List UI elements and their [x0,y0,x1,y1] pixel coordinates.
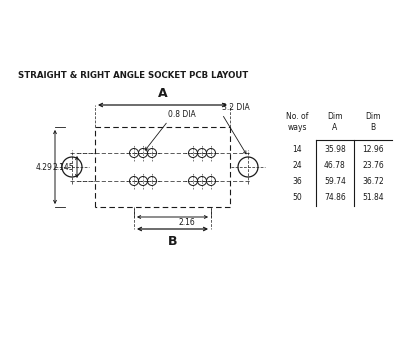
Text: Dim
A: Dim A [327,112,343,132]
Text: 12.96: 12.96 [362,145,384,154]
Text: 35.98: 35.98 [324,145,346,154]
Text: STRAIGHT & RIGHT ANGLE SOCKET PCB LAYOUT: STRAIGHT & RIGHT ANGLE SOCKET PCB LAYOUT [18,71,248,80]
Text: 59.74: 59.74 [324,176,346,185]
Text: B: B [168,235,177,248]
Text: 23.76: 23.76 [362,160,384,170]
Text: 4.29: 4.29 [35,162,52,171]
Text: 2.145: 2.145 [52,162,74,171]
Text: 46.78: 46.78 [324,160,346,170]
Text: 36.72: 36.72 [362,176,384,185]
Text: 50: 50 [292,193,302,201]
Text: 0.8 DIA: 0.8 DIA [168,110,196,119]
Text: 51.84: 51.84 [362,193,384,201]
Text: 14: 14 [292,145,302,154]
Text: 2.16: 2.16 [178,218,195,227]
Text: No. of
ways: No. of ways [286,112,308,132]
Text: 24: 24 [292,160,302,170]
Text: 3.2 DIA: 3.2 DIA [222,103,250,112]
Text: 74.86: 74.86 [324,193,346,201]
Text: 36: 36 [292,176,302,185]
Text: Dim
B: Dim B [365,112,381,132]
Text: A: A [158,87,167,100]
